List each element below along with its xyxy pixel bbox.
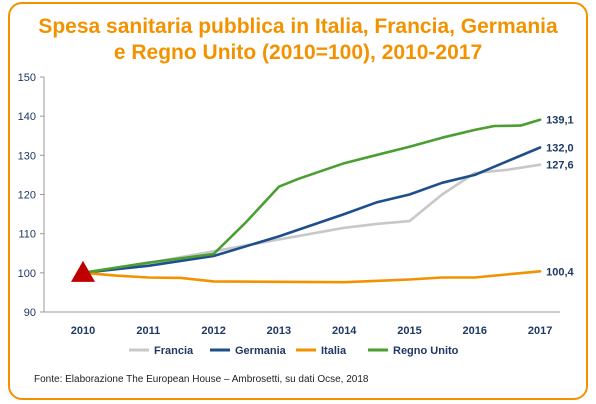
series-line-germania [81,146,542,275]
y-tick-label: 130 [18,150,36,162]
x-tick-label: 2016 [463,325,487,337]
end-value-label-regno-unito: 139,1 [546,115,574,127]
legend-label-germania: Germania [235,345,287,357]
legend-label-francia: Francia [154,345,194,357]
y-tick-label: 110 [18,229,36,241]
x-tick-label: 2015 [397,325,421,337]
series-line-italia [81,270,542,284]
x-tick-label: 2014 [332,325,357,337]
legend-label-regno-unito: Regno Unito [393,345,459,357]
start-marker-triangle [71,260,95,282]
x-tick-label: 2017 [528,325,552,337]
end-value-label-germania: 132,0 [546,143,574,155]
x-tick-label: 2012 [201,325,225,337]
legend-label-italia: Italia [321,345,347,357]
y-tick-label: 150 [18,72,36,84]
chart-title-line-1: Spesa sanitaria pubblica in Italia, Fran… [38,15,558,38]
y-tick-label: 100 [18,268,36,280]
source-note: Fonte: Elaborazione The European House –… [34,374,369,385]
x-tick-label: 2013 [267,325,291,337]
series-line-regno-unito [81,118,542,275]
chart-title: Spesa sanitaria pubblica in Italia, Fran… [8,14,588,66]
y-tick-label: 90 [24,307,36,319]
end-value-label-italia: 100,4 [546,266,574,278]
x-tick-label: 2011 [136,325,160,337]
end-value-label-francia: 127,6 [546,160,574,172]
series-line-francia [81,163,542,275]
chart-frame [8,2,588,400]
y-tick-label: 140 [18,111,36,123]
x-tick-label: 2010 [71,325,95,337]
y-tick-label: 120 [18,190,36,202]
chart-title-line-2: e Regno Unito (2010=100), 2010-2017 [113,41,483,64]
